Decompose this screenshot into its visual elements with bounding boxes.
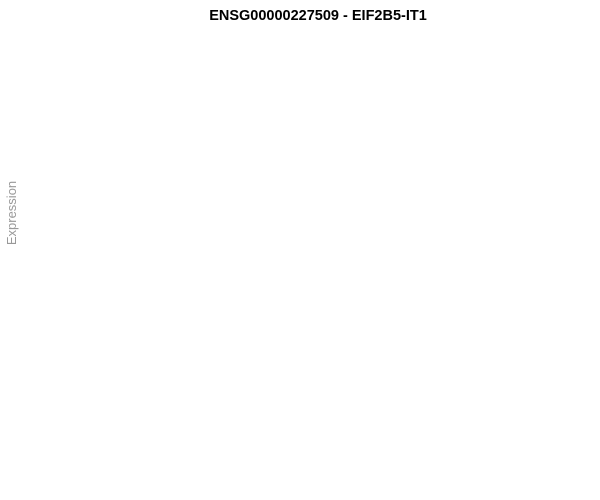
y-axis-label: Expression — [4, 181, 19, 245]
chart-title: ENSG00000227509 - EIF2B5-IT1 — [209, 8, 427, 24]
